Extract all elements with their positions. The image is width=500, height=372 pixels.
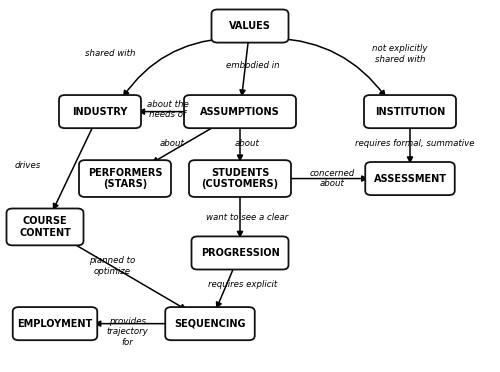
Text: shared with: shared with: [85, 49, 135, 58]
Text: about the
needs of: about the needs of: [146, 100, 188, 119]
Text: not explicitly
shared with: not explicitly shared with: [372, 44, 428, 64]
FancyBboxPatch shape: [165, 307, 254, 340]
Text: INDUSTRY: INDUSTRY: [72, 107, 128, 116]
Text: ASSUMPTIONS: ASSUMPTIONS: [200, 107, 280, 116]
Text: drives: drives: [14, 161, 40, 170]
FancyBboxPatch shape: [189, 160, 291, 197]
Text: COURSE
CONTENT: COURSE CONTENT: [19, 216, 71, 238]
Text: provides
trajectory
for: provides trajectory for: [106, 317, 148, 347]
FancyBboxPatch shape: [212, 9, 288, 42]
FancyBboxPatch shape: [365, 162, 455, 195]
FancyArrowPatch shape: [276, 38, 385, 96]
Text: STUDENTS
(CUSTOMERS): STUDENTS (CUSTOMERS): [202, 168, 278, 189]
FancyBboxPatch shape: [184, 95, 296, 128]
FancyBboxPatch shape: [192, 237, 288, 269]
FancyBboxPatch shape: [364, 95, 456, 128]
Text: SEQUENCING: SEQUENCING: [174, 319, 246, 328]
Text: VALUES: VALUES: [229, 21, 271, 31]
Text: PERFORMERS
(STARS): PERFORMERS (STARS): [88, 168, 162, 189]
Text: ASSESSMENT: ASSESSMENT: [374, 174, 446, 183]
Text: EMPLOYMENT: EMPLOYMENT: [18, 319, 92, 328]
Text: planned to
optimize: planned to optimize: [90, 256, 136, 276]
FancyBboxPatch shape: [13, 307, 97, 340]
FancyBboxPatch shape: [6, 208, 84, 246]
Text: about: about: [160, 139, 185, 148]
Text: about: about: [235, 139, 260, 148]
Text: concerned
about: concerned about: [310, 169, 355, 188]
Text: requires formal, summative: requires formal, summative: [355, 139, 475, 148]
Text: embodied in: embodied in: [226, 61, 280, 70]
FancyBboxPatch shape: [79, 160, 171, 197]
Text: PROGRESSION: PROGRESSION: [200, 248, 280, 258]
Text: requires explicit: requires explicit: [208, 280, 277, 289]
Text: INSTITUTION: INSTITUTION: [375, 107, 445, 116]
FancyBboxPatch shape: [59, 95, 141, 128]
Text: want to see a clear: want to see a clear: [206, 213, 288, 222]
FancyArrowPatch shape: [124, 38, 226, 96]
